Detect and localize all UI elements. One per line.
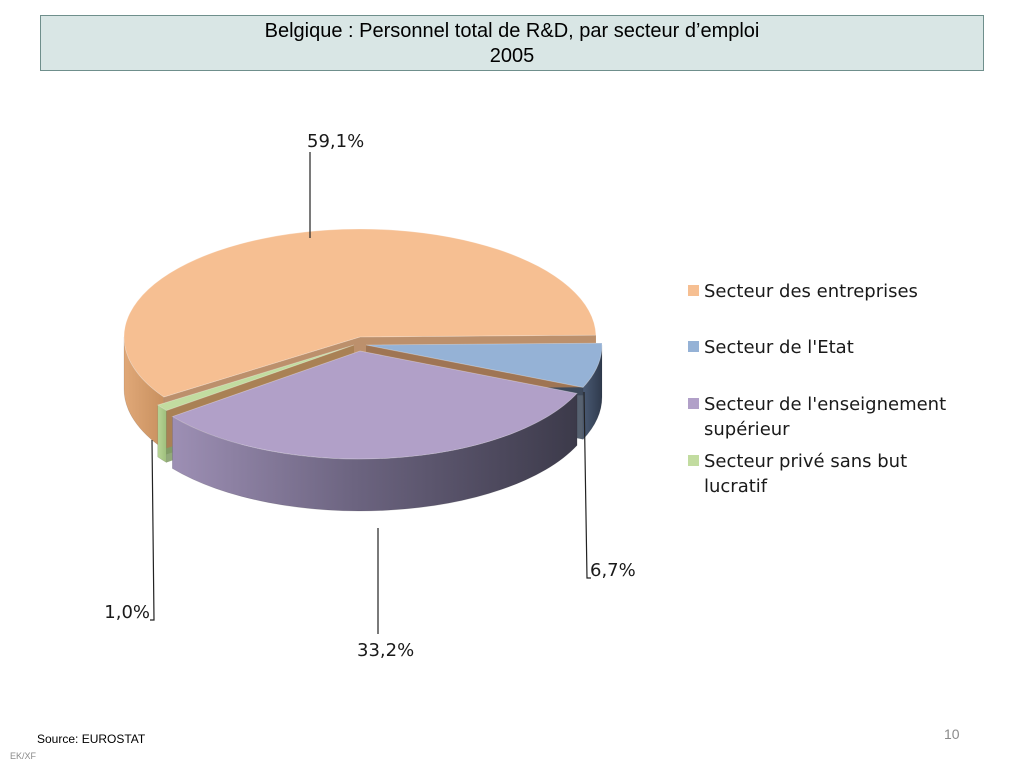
legend-item-secteur-prive-sans-but-lucratif: Secteur privé sans but lucratif [688, 451, 907, 497]
pie-slice-secteur-prive-sans-but-lucratif [156, 344, 355, 411]
legend-label: lucratif [704, 476, 768, 497]
legend-swatch [688, 398, 699, 409]
leader-line-secteur-de-l-etat [583, 391, 591, 579]
pie-slice-secteur-de-l-etat [365, 342, 603, 388]
legend-swatch [688, 285, 699, 296]
data-label-secteur-des-entreprises: 59,1% [307, 131, 364, 152]
legend-label: Secteur de l'enseignement [704, 394, 946, 415]
page-number: 10 [944, 726, 960, 742]
chart-legend: Secteur des entreprises Secteur de l'Etat… [688, 281, 946, 497]
data-label-secteur-de-l-enseignement-superieur: 33,2% [357, 640, 414, 661]
legend-item-secteur-de-l-etat: Secteur de l'Etat [688, 337, 854, 358]
data-label-secteur-de-l-etat: 6,7% [590, 560, 636, 581]
legend-label: supérieur [704, 419, 790, 440]
pie-slice-secteur-de-l-enseignement-superieur [171, 350, 578, 460]
pie-side-secteur-prive-sans-but-lucratif [157, 404, 167, 464]
legend-item-secteur-de-l-enseignement-superieur: Secteur de l'enseignement supérieur [688, 394, 946, 440]
footer-tag: EK/XF [10, 751, 37, 761]
legend-label: Secteur des entreprises [704, 281, 918, 302]
legend-swatch [688, 341, 699, 352]
title-box: Belgique : Personnel total de R&D, par s… [40, 15, 984, 71]
source-note: Source: EUROSTAT [37, 732, 146, 746]
legend-item-secteur-des-entreprises: Secteur des entreprises [688, 281, 918, 302]
legend-label: Secteur de l'Etat [704, 337, 854, 358]
leader-line-secteur-prive-sans-but-lucratif [150, 439, 155, 621]
data-label-secteur-prive-sans-but-lucratif: 1,0% [104, 602, 150, 623]
legend-swatch [688, 455, 699, 466]
chart-subtitle-year: 2005 [489, 45, 535, 67]
pie-side-secteur-de-l-enseignement-superieur [172, 392, 578, 512]
pie-slice-secteur-des-entreprises [123, 228, 597, 398]
chart-title: Belgique : Personnel total de R&D, par s… [264, 20, 760, 42]
legend-label: Secteur privé sans but [704, 451, 907, 472]
